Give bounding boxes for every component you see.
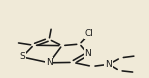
Text: N: N bbox=[46, 58, 53, 67]
Text: N: N bbox=[105, 60, 112, 69]
Text: N: N bbox=[84, 49, 91, 58]
Text: Cl: Cl bbox=[85, 29, 94, 38]
Text: S: S bbox=[19, 52, 25, 61]
